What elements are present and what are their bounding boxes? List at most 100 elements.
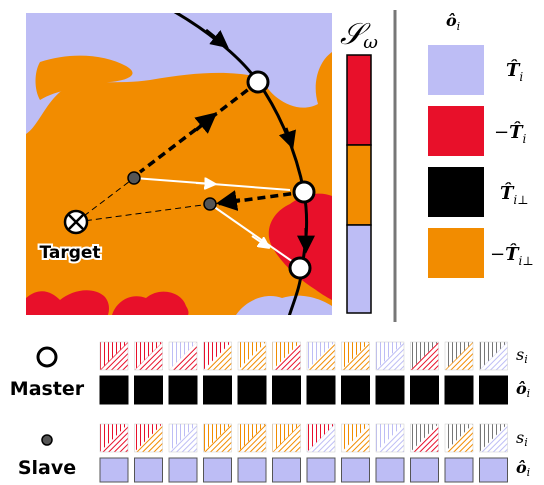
target-label-fill: Target xyxy=(39,243,100,263)
colorbar: 𝒮ω xyxy=(340,17,378,314)
master-s-tile xyxy=(134,341,163,371)
slave-o-tile xyxy=(272,457,301,483)
slave-s-tile xyxy=(99,423,129,453)
map-region-red-bottom-2 xyxy=(112,291,189,315)
slave-o-tile xyxy=(306,457,336,483)
slave-s-tile xyxy=(272,423,301,453)
slave-label: Slave xyxy=(18,457,76,479)
map-region-orange-bite xyxy=(35,55,133,100)
slave-o-label: ôi xyxy=(516,458,530,479)
master-o-label: ôi xyxy=(516,379,530,400)
legend-swatch-orange xyxy=(428,228,484,278)
master-o-tile xyxy=(410,375,439,405)
master-o-tile xyxy=(272,375,301,405)
legend-label-2: −T̂i xyxy=(494,121,527,146)
slave-s-tile xyxy=(237,423,267,453)
trajectory-arrow-1 xyxy=(205,28,229,49)
target-icon xyxy=(63,209,89,235)
slave-s-tile xyxy=(168,423,198,453)
master-s-tile xyxy=(272,341,301,371)
slave-s-tile xyxy=(375,423,405,453)
master-node-1 xyxy=(246,70,270,94)
target-label: Target xyxy=(39,243,100,263)
master-label: Master xyxy=(10,378,85,400)
master-o-tile xyxy=(134,375,163,405)
slave-o-tile xyxy=(134,457,163,483)
master-to-slave-arrow-1 xyxy=(138,80,260,174)
slave-o-tile xyxy=(341,457,370,483)
master-o-tile xyxy=(444,375,474,405)
slave-o-row xyxy=(99,457,508,483)
master-node-2 xyxy=(292,180,316,204)
master-to-slave-arrow-2-head xyxy=(215,190,241,211)
slave-to-master-arrow-2 xyxy=(209,203,297,265)
slave-o-tile xyxy=(99,457,129,483)
slave-to-master-arrow-1-head xyxy=(195,183,214,184)
slave-to-master-arrow-2-head xyxy=(251,235,268,247)
master-o-tile xyxy=(99,375,129,405)
map-region-lavender-bottom xyxy=(236,295,332,315)
slave-o-tile xyxy=(410,457,439,483)
slave-s-tile xyxy=(479,423,508,453)
master-marker-icon xyxy=(36,346,58,368)
legend: ôi T̂i −T̂i T̂i⊥ −T̂i⊥ xyxy=(428,11,534,278)
slave-s-tile xyxy=(341,423,370,453)
master-s-tile xyxy=(410,341,439,371)
slave-marker-icon xyxy=(41,434,53,446)
legend-label-3: T̂i⊥ xyxy=(500,182,529,207)
master-s-tile xyxy=(444,341,474,371)
master-section: Master si ôi xyxy=(10,341,530,405)
master-s-tile xyxy=(306,341,336,371)
colorbar-seg-orange xyxy=(346,144,372,226)
master-s-tile xyxy=(99,341,129,371)
slave-s-tile xyxy=(306,423,336,453)
map-region-red-bottom xyxy=(26,290,109,315)
slave-s-tile xyxy=(410,423,439,453)
master-o-tile xyxy=(168,375,198,405)
link-target-slave2 xyxy=(75,203,211,223)
master-o-tile xyxy=(341,375,370,405)
slave-o-tile xyxy=(375,457,405,483)
legend-swatch-black xyxy=(428,167,484,217)
slave-s-tile xyxy=(203,423,232,453)
colorbar-seg-red xyxy=(346,54,372,146)
master-s-tile xyxy=(479,341,508,371)
master-s-tile xyxy=(168,341,198,371)
master-s-label: si xyxy=(516,345,528,366)
map-panel xyxy=(26,13,332,315)
slave-o-tile xyxy=(203,457,232,483)
master-o-tile xyxy=(306,375,336,405)
slave-node-1 xyxy=(127,171,141,185)
trajectory-arrow-2 xyxy=(278,127,296,150)
slave-s-tile xyxy=(444,423,474,453)
master-o-tile xyxy=(203,375,232,405)
legend-label-4: −T̂i⊥ xyxy=(490,243,534,268)
legend-swatch-red xyxy=(428,106,484,156)
slave-o-tile xyxy=(237,457,267,483)
master-s-tile xyxy=(341,341,370,371)
legend-title: ôi xyxy=(446,11,460,33)
legend-swatch-lavender xyxy=(428,45,484,95)
master-s-tile xyxy=(375,341,405,371)
master-o-tile xyxy=(479,375,508,405)
slave-o-tile xyxy=(444,457,474,483)
slave-node-2 xyxy=(203,197,217,211)
master-to-slave-arrow-1-head xyxy=(194,112,218,134)
master-to-slave-arrow-2 xyxy=(215,190,305,206)
master-node-3 xyxy=(288,256,312,280)
slave-o-tile xyxy=(168,457,198,483)
slave-o-tile xyxy=(479,457,508,483)
master-o-row xyxy=(99,375,508,405)
colorbar-seg-lavender xyxy=(346,224,372,314)
master-s-row xyxy=(99,341,508,371)
slave-section: Slave si ôi xyxy=(18,423,530,483)
colorbar-title: 𝒮ω xyxy=(340,17,378,53)
master-o-tile xyxy=(375,375,405,405)
master-s-tile xyxy=(203,341,232,371)
master-o-tile xyxy=(237,375,267,405)
slave-s-label: si xyxy=(516,428,528,449)
slave-s-tile xyxy=(134,423,163,453)
map-region-lavender-top xyxy=(26,13,332,134)
slave-s-row xyxy=(99,423,508,453)
